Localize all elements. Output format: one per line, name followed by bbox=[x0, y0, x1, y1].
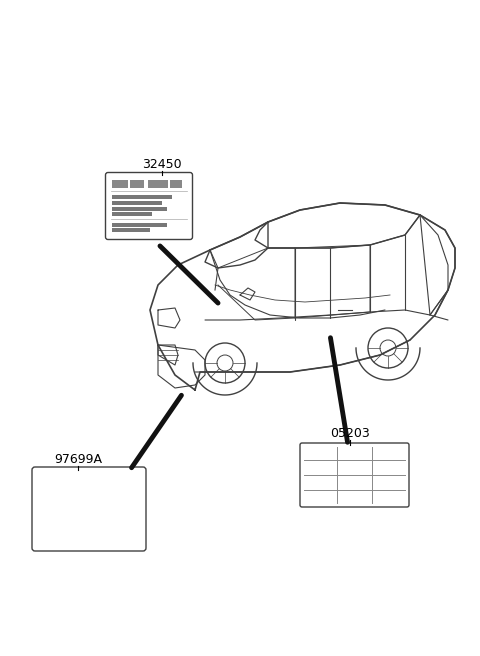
Bar bbox=[148, 180, 168, 188]
Bar bbox=[112, 201, 162, 205]
Text: 05203: 05203 bbox=[330, 427, 370, 440]
Bar bbox=[130, 180, 144, 188]
Bar bbox=[112, 207, 167, 211]
Bar bbox=[112, 180, 128, 188]
FancyBboxPatch shape bbox=[32, 467, 146, 551]
Bar bbox=[112, 228, 150, 232]
Bar bbox=[112, 212, 152, 216]
Bar bbox=[112, 223, 167, 227]
Text: 97699A: 97699A bbox=[54, 453, 102, 466]
FancyBboxPatch shape bbox=[300, 443, 409, 507]
Bar bbox=[170, 180, 182, 188]
Text: 32450: 32450 bbox=[142, 158, 182, 171]
Bar bbox=[112, 195, 172, 199]
FancyBboxPatch shape bbox=[106, 173, 192, 239]
